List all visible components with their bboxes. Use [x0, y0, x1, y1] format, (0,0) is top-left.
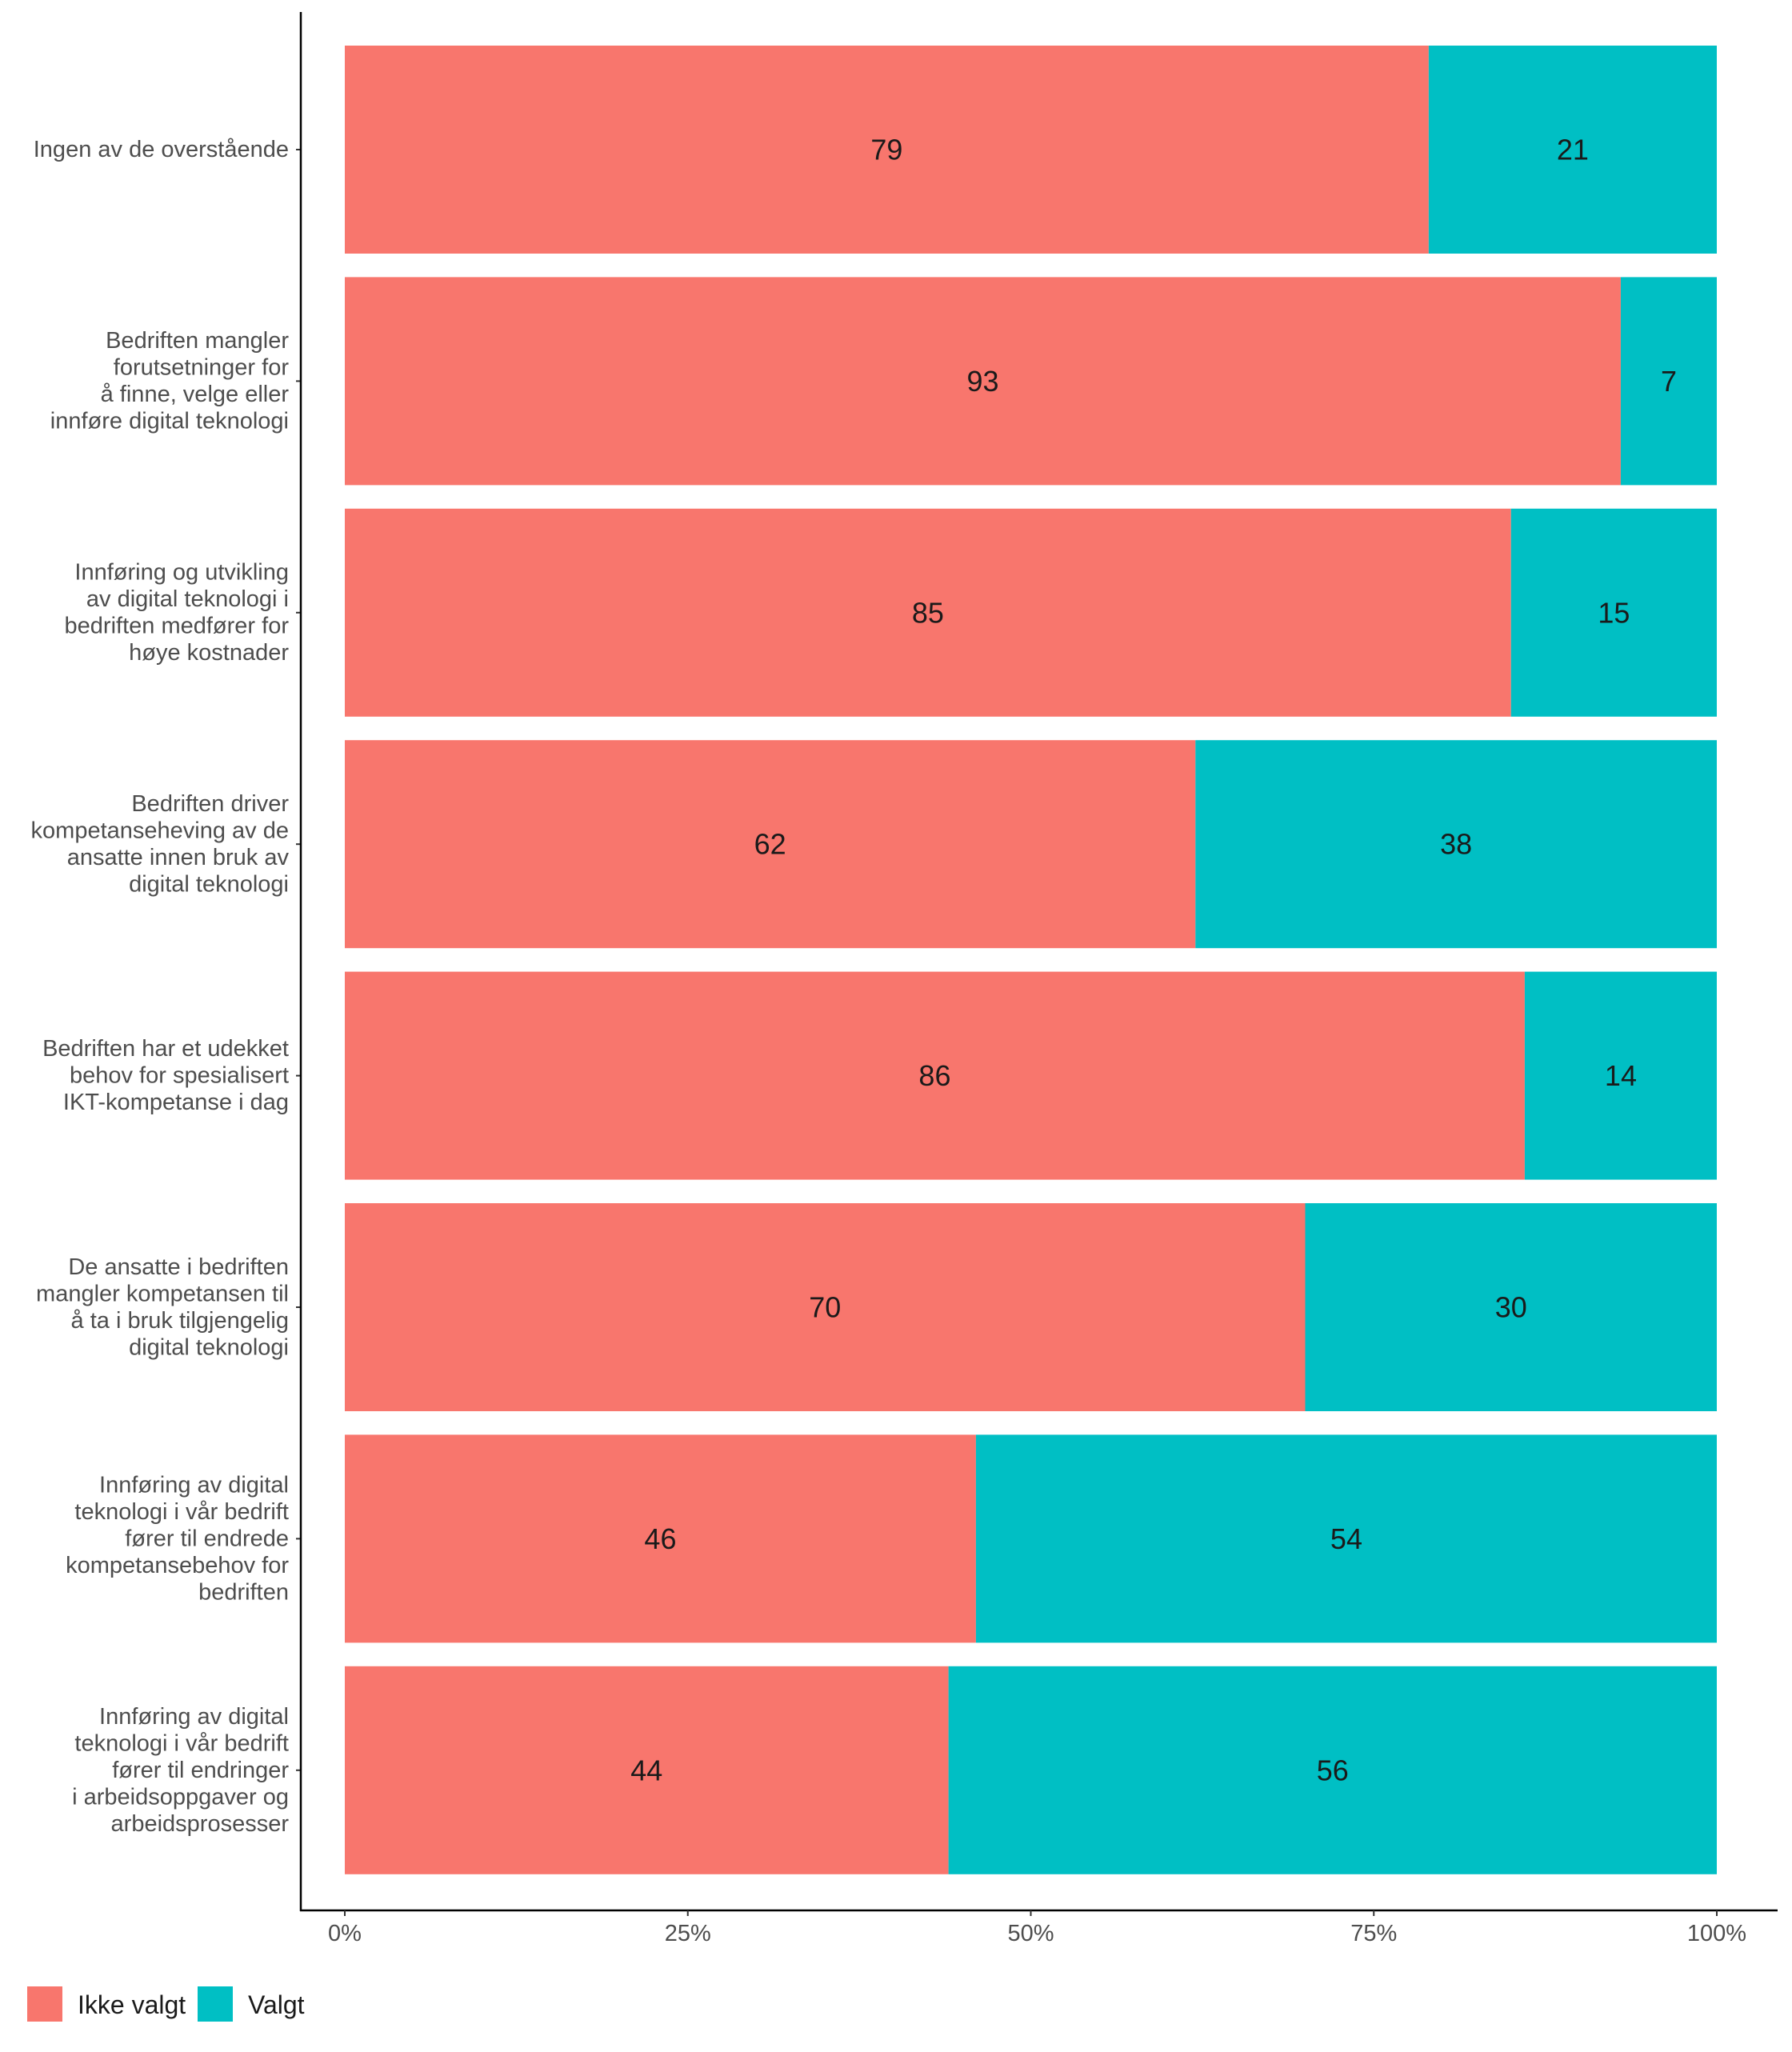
- bar-value-label: 70: [809, 1291, 841, 1324]
- category-labels-layer: Ingen av de overstående Bedriften mangler…: [31, 137, 290, 1837]
- value-labels-layer: 79 21 93 7 85 15 62 38 86 14 70 30 46 54 44 56: [630, 134, 1677, 1787]
- category-label-line: teknologi i vår bedrift: [74, 1499, 289, 1525]
- bars-layer: [345, 46, 1717, 1874]
- category-label-line: Innføring og utvikling: [74, 560, 289, 586]
- legend: Ikke valgt Valgt: [27, 1986, 305, 2022]
- legend-swatch-ikke-valgt: [27, 1986, 62, 2022]
- bar-valgt-1: [1428, 46, 1717, 254]
- category-label-line: digital teknologi: [129, 871, 289, 897]
- bar-value-label: 86: [918, 1059, 950, 1092]
- category-label-line: Bedriften har et udekket: [42, 1036, 289, 1062]
- legend-label-valgt: Valgt: [248, 1990, 305, 2019]
- category-label-line: høye kostnader: [129, 640, 289, 666]
- category-label: Innføring av digital teknologi i vår bedr…: [72, 1704, 289, 1837]
- x-tick-label: 50%: [1007, 1921, 1054, 1946]
- bar-valgt-3: [1510, 508, 1717, 717]
- category-label-line: av digital teknologi i: [86, 586, 289, 612]
- category-label-line: bedriften: [198, 1579, 289, 1605]
- bar-ikke-valgt-1: [345, 46, 1429, 254]
- bar-ikke-valgt-2: [345, 277, 1621, 486]
- legend-swatch-valgt: [198, 1986, 233, 2022]
- x-tick-label: 0%: [328, 1921, 362, 1946]
- bar-value-label: 7: [1661, 365, 1677, 398]
- category-label-line: arbeidsprosesser: [111, 1811, 290, 1837]
- bar-value-label: 44: [630, 1754, 662, 1786]
- category-label-line: bedriften medfører for: [65, 614, 290, 639]
- category-label-line: Innføring av digital: [99, 1704, 289, 1730]
- bar-ikke-valgt-6: [345, 1203, 1306, 1411]
- bar-valgt-2: [1620, 277, 1717, 486]
- category-label-line: kompetanseheving av de: [31, 818, 289, 843]
- bar-value-label: 85: [912, 596, 944, 629]
- bar-ikke-valgt-8: [345, 1666, 949, 1874]
- legend-label-ikke-valgt: Ikke valgt: [78, 1990, 186, 2019]
- bar-ikke-valgt-7: [345, 1434, 976, 1643]
- category-label-line: innføre digital teknologi: [50, 409, 289, 434]
- bar-ikke-valgt-4: [345, 740, 1196, 949]
- category-label-line: å finne, velge eller: [101, 382, 290, 407]
- bar-value-label: 46: [644, 1522, 676, 1555]
- category-label-line: De ansatte i bedriften: [68, 1254, 289, 1280]
- category-label-line: IKT-kompetanse i dag: [63, 1090, 289, 1115]
- category-label-line: kompetansebehov for: [66, 1553, 289, 1578]
- category-label-line: Bedriften driver: [131, 791, 289, 817]
- x-tick-label: 100%: [1687, 1921, 1746, 1946]
- bar-value-label: 93: [966, 365, 998, 398]
- category-label-line: fører til endrede: [125, 1526, 289, 1551]
- category-label-line: teknologi i vår bedrift: [74, 1730, 289, 1756]
- category-label-line: å ta i bruk tilgjengelig: [71, 1308, 289, 1334]
- category-label-line: forutsetninger for: [114, 355, 290, 381]
- bar-valgt-5: [1524, 971, 1717, 1180]
- category-label-line: Innføring av digital: [99, 1472, 289, 1498]
- bar-value-label: 62: [754, 828, 786, 861]
- bar-valgt-8: [948, 1666, 1717, 1874]
- category-label: Innføring av digital teknologi i vår bedr…: [66, 1472, 289, 1605]
- category-label: Innføring og utvikling av digital teknolo…: [65, 560, 290, 666]
- bar-ikke-valgt-5: [345, 971, 1525, 1180]
- category-label-line: digital teknologi: [129, 1334, 289, 1360]
- bar-valgt-6: [1305, 1203, 1717, 1411]
- x-tick-label: 75%: [1350, 1921, 1397, 1946]
- bar-value-label: 15: [1598, 596, 1630, 629]
- x-tick-label: 25%: [665, 1921, 711, 1946]
- category-label: Ingen av de overstående: [34, 137, 289, 162]
- category-label-line: Bedriften mangler: [106, 328, 289, 354]
- bar-value-label: 38: [1440, 828, 1472, 861]
- category-label-line: fører til endringer: [112, 1758, 289, 1783]
- bar-ikke-valgt-3: [345, 508, 1511, 717]
- bar-value-label: 21: [1557, 134, 1589, 166]
- category-label-line: ansatte innen bruk av: [67, 845, 290, 870]
- category-label-line: behov for spesialisert: [70, 1063, 289, 1089]
- bar-valgt-4: [1195, 740, 1717, 949]
- bar-value-label: 79: [870, 134, 902, 166]
- category-label: Bedriften har et udekket behov for spesia…: [42, 1036, 289, 1115]
- category-label: Bedriften mangler forutsetninger for å fin…: [50, 328, 290, 434]
- category-label-line: mangler kompetansen til: [36, 1281, 289, 1306]
- bar-value-label: 54: [1330, 1522, 1362, 1555]
- category-label: De ansatte i bedriften mangler kompetanse…: [36, 1254, 289, 1361]
- category-label-line: Ingen av de overstående: [34, 137, 289, 162]
- category-label-line: i arbeidsoppgaver og: [72, 1784, 289, 1810]
- bar-value-label: 56: [1317, 1754, 1349, 1786]
- bar-value-label: 14: [1605, 1059, 1637, 1092]
- category-label: Bedriften driver kompetanseheving av de an…: [31, 791, 290, 897]
- bar-value-label: 30: [1495, 1291, 1527, 1324]
- bar-valgt-7: [975, 1434, 1717, 1643]
- axes-layer: 0% 25% 50% 75% 100%: [296, 12, 1778, 1946]
